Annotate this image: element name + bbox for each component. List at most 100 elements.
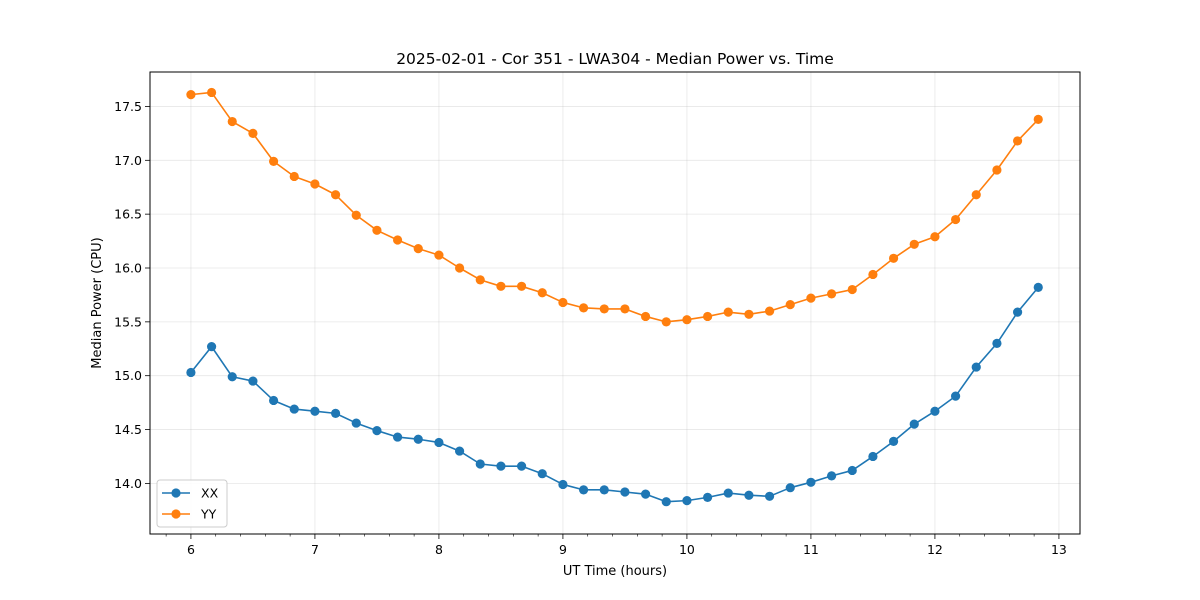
plot-frame — [149, 71, 1081, 535]
data-point-xx — [372, 426, 382, 436]
data-point-xx — [744, 490, 754, 500]
data-point-yy — [372, 225, 382, 235]
legend-marker-yy — [171, 509, 181, 519]
data-point-xx — [702, 492, 713, 502]
data-point-xx — [289, 404, 299, 414]
data-point-xx — [227, 372, 237, 382]
data-point-xx — [971, 362, 981, 372]
data-point-yy — [454, 263, 465, 273]
data-point-xx — [186, 367, 196, 378]
y-tick-label: 17.5 — [114, 99, 142, 114]
data-point-yy — [930, 232, 940, 242]
data-point-xx — [434, 437, 444, 448]
data-point-yy — [640, 311, 651, 322]
data-point-xx — [785, 483, 795, 493]
x-tick-label: 9 — [559, 542, 567, 557]
y-tick-label: 17.0 — [114, 153, 142, 168]
data-point-xx — [661, 497, 671, 507]
data-point-yy — [413, 244, 423, 254]
data-point-xx — [475, 459, 485, 469]
data-point-xx — [558, 479, 568, 490]
x-tick-label: 11 — [803, 542, 819, 557]
data-point-yy — [620, 304, 630, 314]
data-point-yy — [268, 156, 279, 166]
data-point-xx — [847, 465, 857, 476]
data-point-xx — [537, 469, 547, 479]
data-point-yy — [516, 281, 527, 291]
x-tick-label: 10 — [679, 542, 695, 557]
data-point-xx — [516, 461, 527, 471]
data-point-xx — [950, 391, 961, 401]
data-point-xx — [620, 487, 630, 497]
data-point-yy — [496, 281, 506, 291]
data-point-yy — [475, 275, 485, 285]
data-point-xx — [268, 395, 279, 406]
x-tick-label: 6 — [187, 542, 195, 557]
x-tick-label: 12 — [927, 542, 943, 557]
data-point-xx — [330, 408, 341, 418]
data-point-yy — [682, 315, 692, 325]
data-point-yy — [186, 90, 196, 100]
data-point-yy — [330, 190, 341, 200]
data-point-yy — [971, 190, 981, 200]
data-point-xx — [723, 488, 733, 498]
data-point-yy — [868, 269, 878, 280]
data-point-yy — [1033, 114, 1043, 124]
data-point-yy — [764, 306, 775, 316]
data-point-yy — [661, 317, 671, 327]
data-point-yy — [289, 171, 299, 182]
data-point-xx — [888, 436, 899, 446]
data-point-xx — [578, 485, 589, 495]
data-point-xx — [413, 434, 423, 444]
axes: 6 7 8 9 10 11 12 13 14.0 14.5 15.0 15.5 16.0 16.5 17.0… — [114, 99, 1067, 557]
data-point-xx — [248, 376, 258, 386]
y-tick-label: 16.0 — [114, 261, 142, 276]
y-tick-label: 14.0 — [114, 476, 142, 491]
legend-label-xx: XX — [201, 486, 219, 501]
y-axis-label: Median Power (CPU) — [90, 237, 105, 368]
data-point-xx — [826, 471, 837, 481]
data-point-yy — [392, 235, 403, 245]
data-point-xx — [206, 342, 217, 352]
data-point-yy — [578, 303, 589, 313]
data-point-yy — [248, 128, 258, 138]
data-point-xx — [806, 477, 816, 487]
data-point-yy — [723, 307, 733, 317]
y-tick-label: 16.5 — [114, 207, 142, 222]
x-tick-label: 8 — [435, 542, 443, 557]
data-point-xx — [930, 406, 940, 416]
legend-label-yy: YY — [200, 507, 217, 522]
data-point-yy — [744, 309, 754, 319]
data-point-xx — [599, 485, 609, 495]
data-point-yy — [537, 288, 547, 298]
data-point-xx — [496, 461, 506, 471]
data-point-xx — [310, 406, 320, 416]
grid — [150, 72, 1080, 534]
series-layer — [186, 87, 1043, 507]
legend-marker-xx — [171, 488, 181, 498]
data-point-xx — [640, 489, 651, 499]
data-point-xx — [454, 446, 465, 456]
data-point-yy — [702, 311, 713, 322]
x-axis-label: UT Time (hours) — [563, 564, 667, 579]
data-point-xx — [868, 451, 878, 462]
data-point-yy — [310, 179, 320, 189]
data-point-yy — [785, 300, 795, 310]
data-point-yy — [950, 214, 961, 225]
data-point-xx — [992, 338, 1002, 348]
data-point-yy — [434, 250, 444, 260]
data-point-yy — [1012, 136, 1023, 146]
data-point-yy — [599, 304, 609, 314]
data-point-yy — [227, 116, 237, 127]
data-point-xx — [392, 432, 403, 442]
data-point-xx — [764, 491, 775, 501]
y-tick-label: 14.5 — [114, 422, 142, 437]
x-tick-label: 7 — [311, 542, 319, 557]
data-point-yy — [351, 210, 361, 220]
data-point-xx — [682, 496, 692, 506]
data-point-xx — [1033, 282, 1043, 292]
data-point-yy — [909, 239, 919, 249]
x-tick-label: 13 — [1051, 542, 1067, 557]
data-point-yy — [826, 289, 837, 299]
